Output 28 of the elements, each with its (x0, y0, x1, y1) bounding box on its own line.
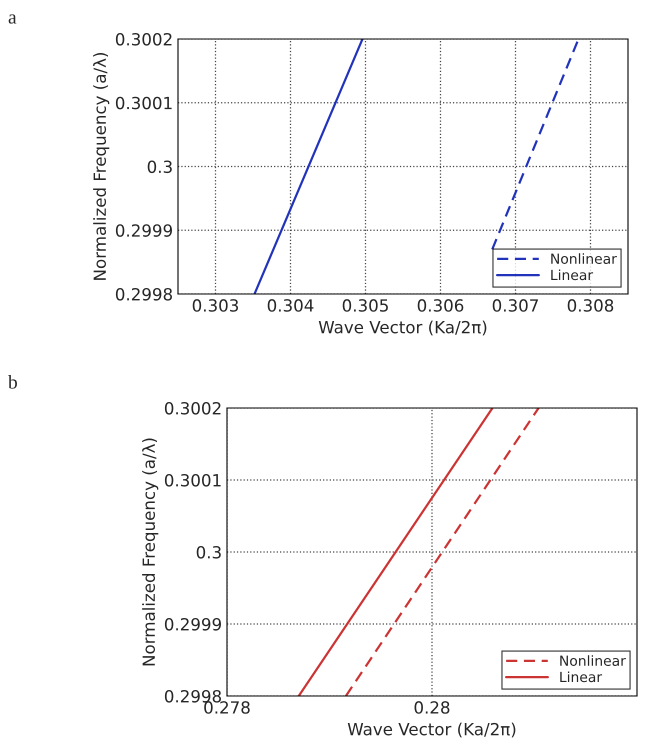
x-tick-label: 0.308 (568, 299, 614, 312)
y-tick-label: 0.2998 (116, 288, 172, 301)
legend-label: Nonlinear (560, 655, 626, 666)
x-tick-label: 0.305 (342, 299, 388, 312)
text: a (8, 14, 16, 24)
x-tick-label: 0.304 (268, 299, 314, 312)
y-tick-label: 0.3001 (116, 96, 172, 110)
y-axis-title: Normalized Frequency (a/λ) (93, 52, 110, 280)
x-tick-label: 0.306 (418, 299, 464, 312)
y-tick-label: 0.3002 (116, 32, 172, 46)
x-axis-title: Wave Vector (Ka/2π) (318, 320, 486, 336)
y-tick-label: 0.2999 (164, 618, 221, 631)
y-tick-label: 0.3 (196, 546, 221, 559)
legend-label: Linear (551, 269, 594, 280)
x-tick-label: 0.28 (414, 701, 450, 714)
y-tick-label: 0.2998 (164, 690, 221, 703)
legend-label: Linear (560, 671, 602, 682)
legend-label: Nonlinear (551, 253, 617, 264)
x-tick-label: 0.278 (204, 701, 250, 714)
y-tick-label: 0.3002 (164, 402, 220, 415)
y-axis-title: Normalized Frequency (a/λ) (142, 438, 158, 666)
text: b (8, 375, 17, 389)
x-tick-label: 0.303 (192, 299, 238, 312)
x-tick-label: 0.307 (492, 299, 538, 312)
y-tick-label: 0.3001 (164, 474, 221, 487)
y-tick-label: 0.2999 (116, 224, 172, 237)
x-axis-title: Wave Vector (Ka/2π) (348, 722, 516, 738)
y-tick-label: 0.3 (148, 160, 172, 174)
